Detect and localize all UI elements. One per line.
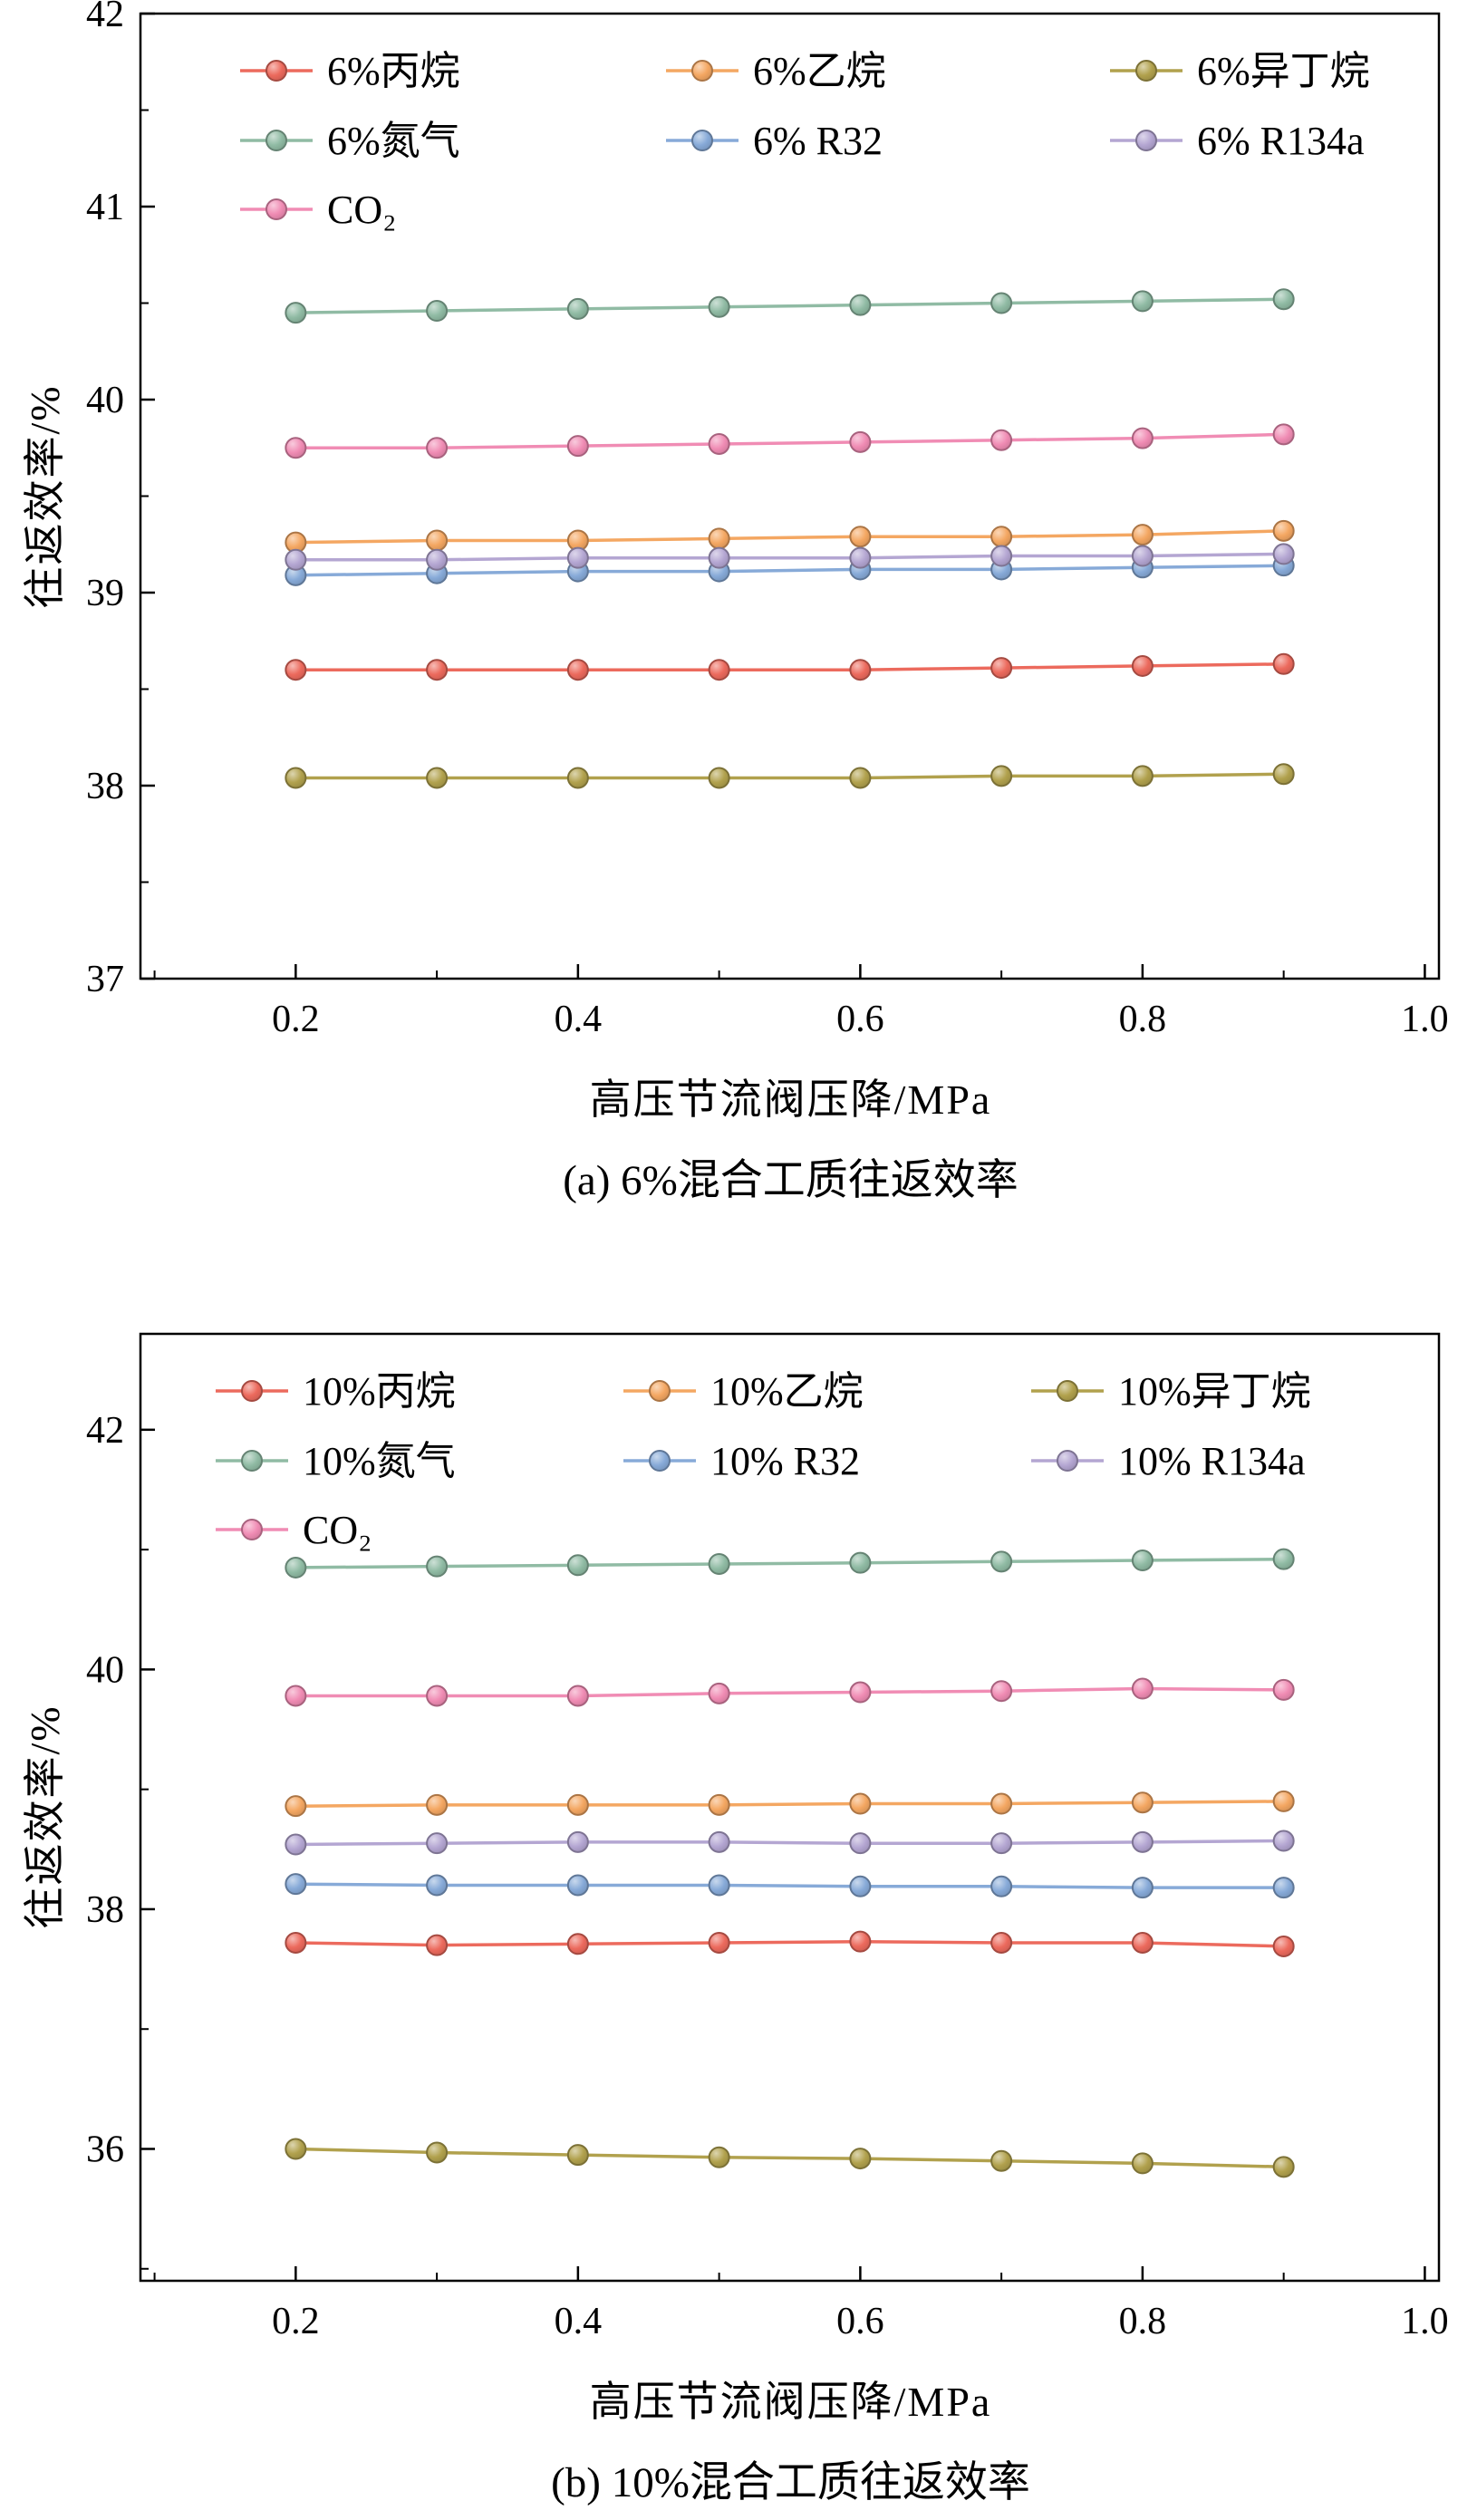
svg-text:6%乙烷: 6%乙烷 <box>753 49 886 93</box>
svg-text:10%异丁烷: 10%异丁烷 <box>1118 1369 1311 1414</box>
caption-a: (a) 6%混合工质往返效率 <box>563 1157 1018 1204</box>
figure-a: 往返效率/% 0.2 0.4 0.6 0.8 1.0 37 38 39 40 41 42 6%丙烷 6%… <box>0 0 1477 1207</box>
svg-text:37: 37 <box>86 959 124 1000</box>
svg-text:10% R134a: 10% R134a <box>1118 1439 1306 1483</box>
chart-a-svg: 0.2 0.4 0.6 0.8 1.0 37 38 39 40 41 42 6%丙烷 6%乙烷 6%异丁烷… <box>86 0 1449 1040</box>
svg-text:40: 40 <box>86 1649 124 1691</box>
y-axis-label-a: 往返效率/% <box>22 384 68 609</box>
svg-text:0.6: 0.6 <box>836 2301 884 2342</box>
figure-b: 往返效率/% 0.2 0.4 0.6 0.8 1.0 36 38 40 42 10%丙烷 10%乙烷… <box>0 1311 1477 2509</box>
svg-text:6% R32: 6% R32 <box>753 119 883 163</box>
svg-text:42: 42 <box>86 0 124 35</box>
x-axis-label-b: 高压节流阀压降/MPa <box>589 2379 992 2425</box>
svg-text:0.4: 0.4 <box>555 999 603 1040</box>
svg-text:6% R134a: 6% R134a <box>1197 119 1365 163</box>
svg-text:39: 39 <box>86 573 124 614</box>
svg-text:42: 42 <box>86 1410 124 1452</box>
svg-text:10% R32: 10% R32 <box>710 1439 860 1483</box>
svg-text:38: 38 <box>86 1889 124 1931</box>
svg-text:0.6: 0.6 <box>836 999 884 1040</box>
svg-text:0.8: 0.8 <box>1119 2301 1167 2342</box>
svg-text:CO₂: CO₂ <box>303 1508 372 1552</box>
svg-text:6%氮气: 6%氮气 <box>327 119 460 163</box>
x-axis-label-a: 高压节流阀压降/MPa <box>589 1077 992 1123</box>
svg-text:0.2: 0.2 <box>272 2301 320 2342</box>
svg-text:41: 41 <box>86 187 124 228</box>
svg-text:0.2: 0.2 <box>272 999 320 1040</box>
y-axis-label-b: 往返效率/% <box>22 1704 68 1929</box>
svg-text:10%乙烷: 10%乙烷 <box>710 1369 864 1414</box>
svg-text:0.4: 0.4 <box>555 2301 603 2342</box>
caption-b: (b) 10%混合工质往返效率 <box>551 2459 1030 2506</box>
svg-text:6%丙烷: 6%丙烷 <box>327 49 460 93</box>
svg-text:1.0: 1.0 <box>1401 2301 1449 2342</box>
svg-text:10%丙烷: 10%丙烷 <box>303 1369 456 1414</box>
svg-text:36: 36 <box>86 2129 124 2170</box>
svg-text:40: 40 <box>86 380 124 421</box>
svg-text:1.0: 1.0 <box>1401 999 1449 1040</box>
svg-text:38: 38 <box>86 766 124 807</box>
chart-b-svg: 0.2 0.4 0.6 0.8 1.0 36 38 40 42 10%丙烷 10%乙烷 10%异丁烷 1… <box>86 1332 1449 2342</box>
svg-text:6%异丁烷: 6%异丁烷 <box>1197 49 1370 93</box>
svg-text:10%氮气: 10%氮气 <box>303 1439 456 1483</box>
svg-text:CO₂: CO₂ <box>327 188 396 232</box>
svg-text:0.8: 0.8 <box>1119 999 1167 1040</box>
